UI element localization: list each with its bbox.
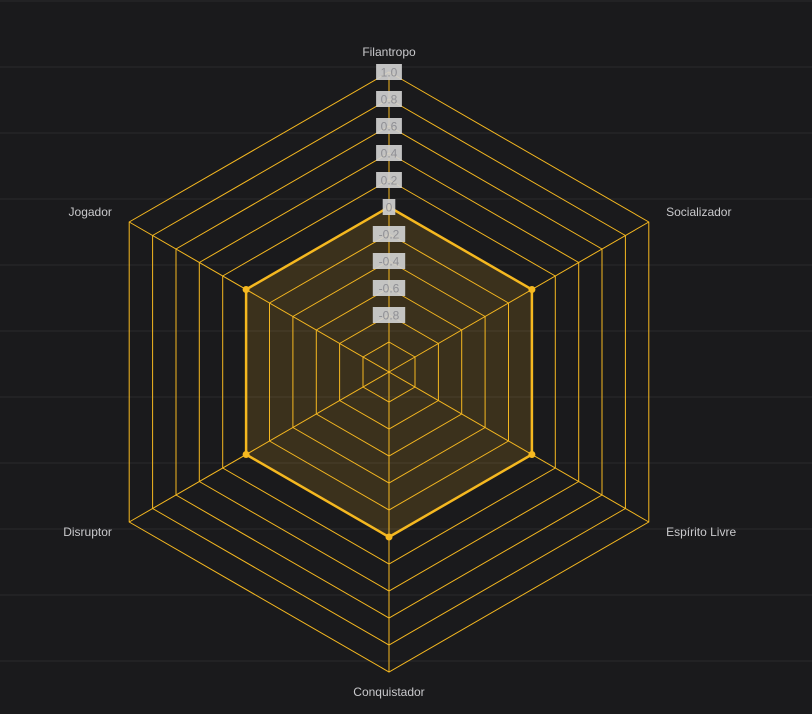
grid-spoke xyxy=(388,371,650,523)
radial-ticks: 1.0 0.8 0.6 0.4 0.2 0 -0.2 -0.4 -0.6 -0.8 xyxy=(372,64,406,323)
grid-spoke xyxy=(388,221,650,373)
tick-label-background xyxy=(376,64,402,80)
background-bands xyxy=(0,0,812,662)
tick-label-background xyxy=(372,226,406,242)
tick-label-background xyxy=(376,91,402,107)
category-label: Socializador xyxy=(666,205,731,219)
category-label: Jogador xyxy=(69,205,112,219)
series-point[interactable] xyxy=(385,533,393,541)
grid-spoke xyxy=(128,221,390,373)
tick-label: 0.2 xyxy=(381,174,398,188)
tick-label: -0.4 xyxy=(379,255,400,269)
tick-label-background xyxy=(376,118,402,134)
category-label: Conquistador xyxy=(353,685,424,699)
tick-label-background xyxy=(376,145,402,161)
tick-label: -0.2 xyxy=(379,228,400,242)
tick-label-background xyxy=(372,307,406,323)
category-labels: Filantropo Socializador Espírito Livre Conq… xyxy=(63,45,736,699)
tick-label-background xyxy=(382,199,396,215)
category-label: Filantropo xyxy=(362,45,416,59)
grid-spoke xyxy=(128,371,390,523)
tick-label-background xyxy=(372,253,406,269)
tick-label: 1.0 xyxy=(381,66,398,80)
series-point[interactable] xyxy=(528,451,536,458)
tick-label: -0.8 xyxy=(379,309,400,323)
series-point[interactable] xyxy=(242,286,250,293)
tick-label: 0.6 xyxy=(381,120,398,134)
tick-label: 0.4 xyxy=(381,147,398,161)
category-label: Espírito Livre xyxy=(666,525,736,539)
series-point[interactable] xyxy=(528,286,536,293)
tick-label-background xyxy=(372,280,406,296)
tick-label-background xyxy=(376,172,402,188)
series-point[interactable] xyxy=(242,451,250,458)
category-label: Disruptor xyxy=(63,525,112,539)
tick-label: 0 xyxy=(386,201,393,215)
tick-label: -0.6 xyxy=(379,282,400,296)
radar-series xyxy=(242,203,536,541)
tick-label: 0.8 xyxy=(381,93,398,107)
